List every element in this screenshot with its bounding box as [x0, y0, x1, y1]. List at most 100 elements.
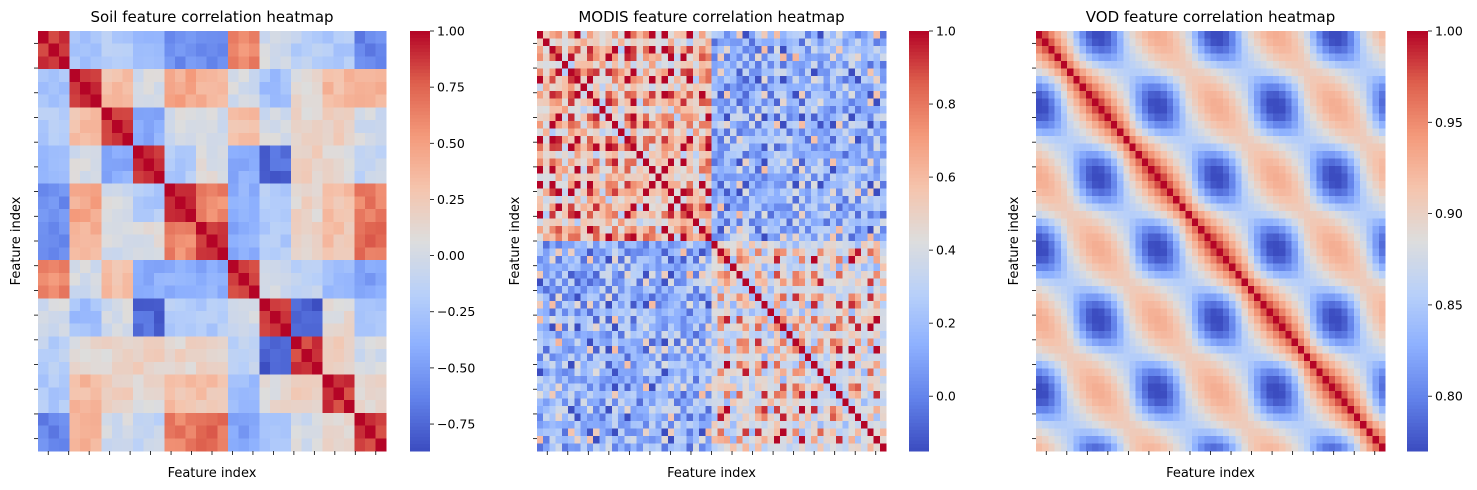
colorbar-segment [909, 405, 929, 410]
heatmap-cell [642, 173, 650, 182]
heatmap-cell [686, 151, 694, 159]
heatmap-cell [817, 353, 825, 362]
heatmap-cell [270, 158, 281, 172]
heatmap-cell [661, 248, 669, 257]
heatmap-cell [586, 398, 594, 407]
heatmap-cell [238, 209, 250, 223]
heatmap-cell [730, 368, 737, 377]
heatmap-cell [642, 31, 650, 39]
heatmap-cell [185, 349, 197, 363]
heatmap-cell [680, 248, 687, 257]
heatmap-cell [755, 376, 762, 384]
heatmap-cell [1173, 83, 1180, 92]
heatmap-cell [574, 83, 582, 92]
heatmap-cell [842, 316, 850, 324]
heatmap-cell [164, 323, 176, 337]
heatmap-cell [767, 263, 775, 272]
heatmap-cell [829, 151, 837, 159]
heatmap-cell [624, 173, 631, 182]
heatmap-cell [792, 316, 800, 324]
heatmap-cell [280, 336, 292, 350]
colorbar-segment [909, 185, 929, 189]
heatmap-cell [618, 46, 625, 54]
heatmap-cell [854, 136, 862, 144]
heatmap-cell [611, 376, 619, 384]
heatmap-cell [723, 383, 731, 392]
heatmap-cell [1135, 38, 1143, 47]
heatmap-cell [611, 398, 619, 407]
heatmap-cell [836, 241, 843, 249]
heatmap-cell [1347, 46, 1355, 54]
heatmap-cell [312, 43, 324, 57]
heatmap-cell [1266, 46, 1274, 54]
heatmap-cell [618, 113, 625, 122]
heatmap-cell [1360, 31, 1367, 39]
heatmap-cell [873, 233, 881, 242]
heatmap-cell [792, 226, 800, 234]
heatmap-cell [259, 69, 271, 83]
heatmap-cell [270, 323, 281, 337]
heatmap-cell [611, 428, 619, 437]
heatmap-cell [705, 263, 712, 272]
heatmap-cell [817, 331, 825, 339]
heatmap-cell [132, 81, 144, 96]
heatmap-cell [742, 128, 750, 137]
heatmap-cell [549, 428, 557, 437]
heatmap-cell [1185, 68, 1193, 77]
heatmap-cell [773, 361, 781, 369]
heatmap-cell [301, 387, 313, 401]
heatmap-cell [686, 256, 694, 264]
heatmap-cell [270, 234, 281, 248]
heatmap-cell [792, 121, 800, 129]
heatmap-cell [574, 443, 582, 452]
heatmap-cell [755, 368, 762, 377]
heatmap-cell [873, 218, 881, 227]
heatmap-cell [618, 293, 625, 302]
heatmap-cell [730, 436, 737, 444]
heatmap-cell [132, 69, 144, 83]
colorbar-segment [909, 181, 929, 186]
heatmap-cell [568, 406, 575, 414]
heatmap-cell [867, 368, 874, 377]
heatmap-cell [773, 248, 781, 257]
heatmap-cell [624, 346, 631, 354]
heatmap-cell [270, 412, 281, 426]
heatmap-cell [773, 383, 781, 392]
heatmap-cell [773, 218, 781, 227]
heatmap-cell [238, 43, 250, 57]
heatmap-cell [599, 121, 606, 129]
heatmap-cell [580, 443, 588, 452]
heatmap-cell [761, 323, 768, 332]
heatmap-cell [580, 353, 588, 362]
heatmap-cell [1092, 38, 1099, 47]
heatmap-cell [611, 278, 619, 287]
heatmap-cell [861, 128, 868, 137]
heatmap-cell [1085, 46, 1093, 54]
heatmap-cell [1054, 38, 1062, 47]
heatmap-cell [48, 323, 60, 337]
heatmap-cell [742, 263, 750, 272]
heatmap-cell [175, 438, 187, 452]
heatmap-cell [270, 120, 281, 134]
heatmap-cell [291, 438, 303, 452]
heatmap-cell [861, 196, 868, 204]
heatmap-cell [227, 387, 239, 401]
colorbar-segment [410, 300, 430, 305]
colorbar-segment [909, 374, 929, 378]
heatmap-cell [798, 293, 806, 302]
heatmap-cell [730, 413, 737, 422]
heatmap-cell [185, 43, 197, 57]
colorbar-segment [410, 297, 430, 301]
colorbar-segment [410, 41, 430, 46]
heatmap-cell [867, 113, 874, 122]
heatmap-cell [343, 412, 355, 426]
heatmap-cell [811, 421, 818, 429]
heatmap-cell [630, 316, 638, 324]
heatmap-cell [80, 43, 92, 57]
heatmap-cell [667, 308, 675, 317]
heatmap-cell [1222, 68, 1230, 77]
heatmap-cell [69, 234, 81, 248]
heatmap-cell [48, 272, 60, 286]
colorbar-segment [410, 171, 430, 175]
heatmap-cell [354, 132, 366, 146]
